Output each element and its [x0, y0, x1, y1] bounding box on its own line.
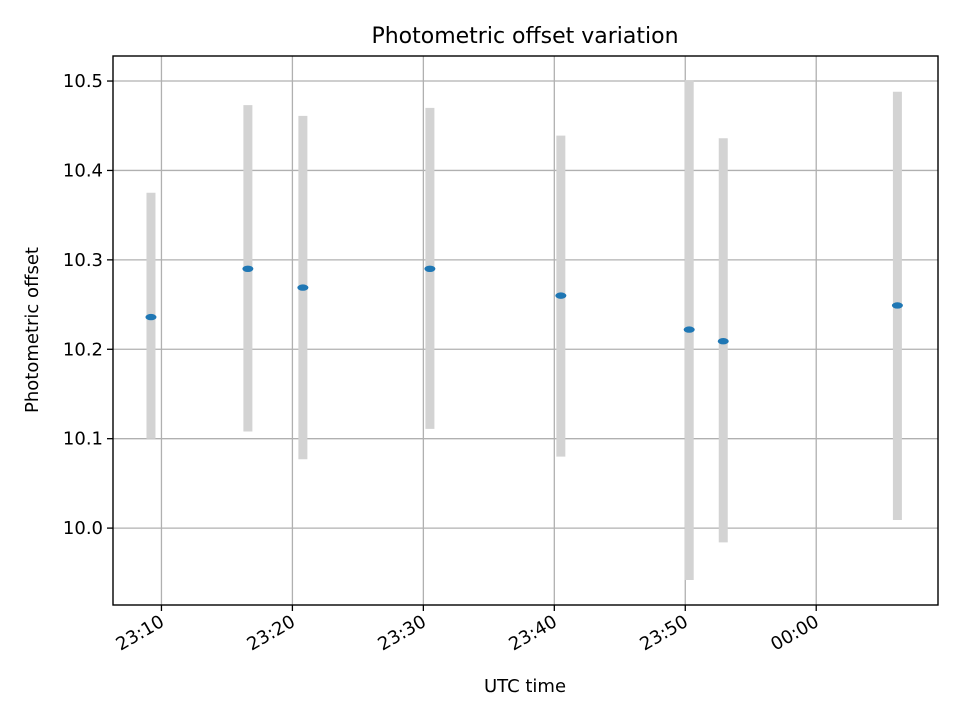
data-point	[891, 302, 903, 309]
x-axis-label: UTC time	[484, 676, 566, 697]
y-axis-label: Photometric offset	[22, 247, 43, 413]
y-tick-label: 10.1	[63, 429, 103, 450]
plot-frame	[112, 55, 939, 606]
x-tick-label: 23:30	[374, 611, 429, 655]
data-point	[555, 292, 567, 299]
data-point	[242, 265, 254, 273]
y-tick-label: 10.4	[63, 160, 103, 181]
chart-title: Photometric offset variation	[371, 24, 678, 49]
x-tick-label: 23:10	[113, 611, 168, 655]
y-tick-label: 10.2	[63, 339, 103, 360]
x-tick-label: 23:40	[505, 611, 560, 655]
data-point	[683, 326, 695, 333]
error-bars	[146, 80, 902, 580]
y-tick-label: 10.3	[63, 250, 103, 271]
data-point	[297, 284, 309, 291]
axis-ticks: 23:10 23:20 23:30 23:40 23:50 00:00 10.0 10.1 10…	[63, 71, 823, 655]
x-tick-label: 23:20	[243, 611, 298, 655]
data-markers	[145, 265, 903, 345]
y-tick-label: 10.5	[63, 71, 103, 92]
x-tick-label: 00:00	[767, 611, 822, 655]
y-tick-label: 10.0	[63, 518, 103, 539]
data-point	[424, 265, 436, 273]
data-point	[717, 338, 729, 345]
data-point	[145, 313, 157, 321]
x-tick-label: 23:50	[636, 611, 691, 655]
grid	[113, 56, 938, 605]
